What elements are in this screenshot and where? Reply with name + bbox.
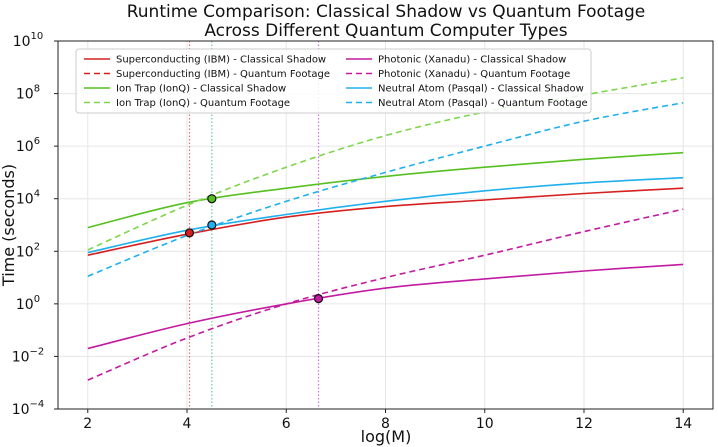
series-line-4: [87, 263, 684, 350]
y-tick-label: 108: [16, 84, 40, 103]
x-tick-label: 6: [282, 416, 291, 432]
legend-label: Superconducting (IBM) - Quantum Footage: [116, 69, 330, 80]
x-tick-label: 4: [183, 416, 192, 432]
series-line-2: [87, 151, 684, 229]
legend-label: Ion Trap (IonQ) - Quantum Footage: [116, 98, 290, 109]
marker-layer: [184, 194, 324, 304]
crossover-marker: [184, 228, 195, 238]
legend-label: Photonic (Xanadu) - Quantum Footage: [378, 69, 570, 80]
x-tick-label: 14: [674, 416, 692, 432]
y-tick-label: 10−4: [12, 399, 45, 418]
x-tick-label: 8: [381, 416, 390, 432]
x-tick-label: 2: [83, 416, 92, 432]
y-tick-label: 100: [16, 294, 40, 313]
legend-label: Ion Trap (IonQ) - Classical Shadow: [116, 84, 286, 95]
crossover-marker: [313, 294, 324, 304]
legend-label: Neutral Atom (Pasqal) - Quantum Footage: [378, 98, 588, 109]
legend-label: Photonic (Xanadu) - Classical Shadow: [378, 55, 566, 66]
legend-label: Neutral Atom (Pasqal) - Classical Shadow: [378, 84, 584, 95]
y-tick-label: 102: [16, 241, 40, 260]
series-line-7: [87, 102, 684, 278]
crossover-marker: [207, 220, 217, 230]
crossover-marker: [207, 194, 217, 204]
x-axis-label: log(M): [361, 427, 412, 446]
chart-title-line2: Across Different Quantum Computer Types: [204, 21, 567, 41]
legend-label: Superconducting (IBM) - Classical Shadow: [116, 55, 326, 66]
y-tick-label: 1010: [13, 31, 44, 50]
y-tick-label: 106: [16, 136, 40, 155]
legend-box: [75, 48, 592, 114]
legend: Superconducting (IBM) - Classical Shadow…: [75, 48, 592, 114]
series-line-5: [87, 208, 684, 381]
x-tick-label: 12: [575, 416, 593, 432]
chart-title-line1: Runtime Comparison: Classical Shadow vs …: [127, 2, 646, 22]
x-tick-label: 10: [476, 416, 494, 432]
y-axis-label: Time (seconds): [0, 164, 18, 287]
y-tick-label: 10−2: [12, 346, 45, 365]
y-tick-label: 104: [16, 189, 40, 208]
